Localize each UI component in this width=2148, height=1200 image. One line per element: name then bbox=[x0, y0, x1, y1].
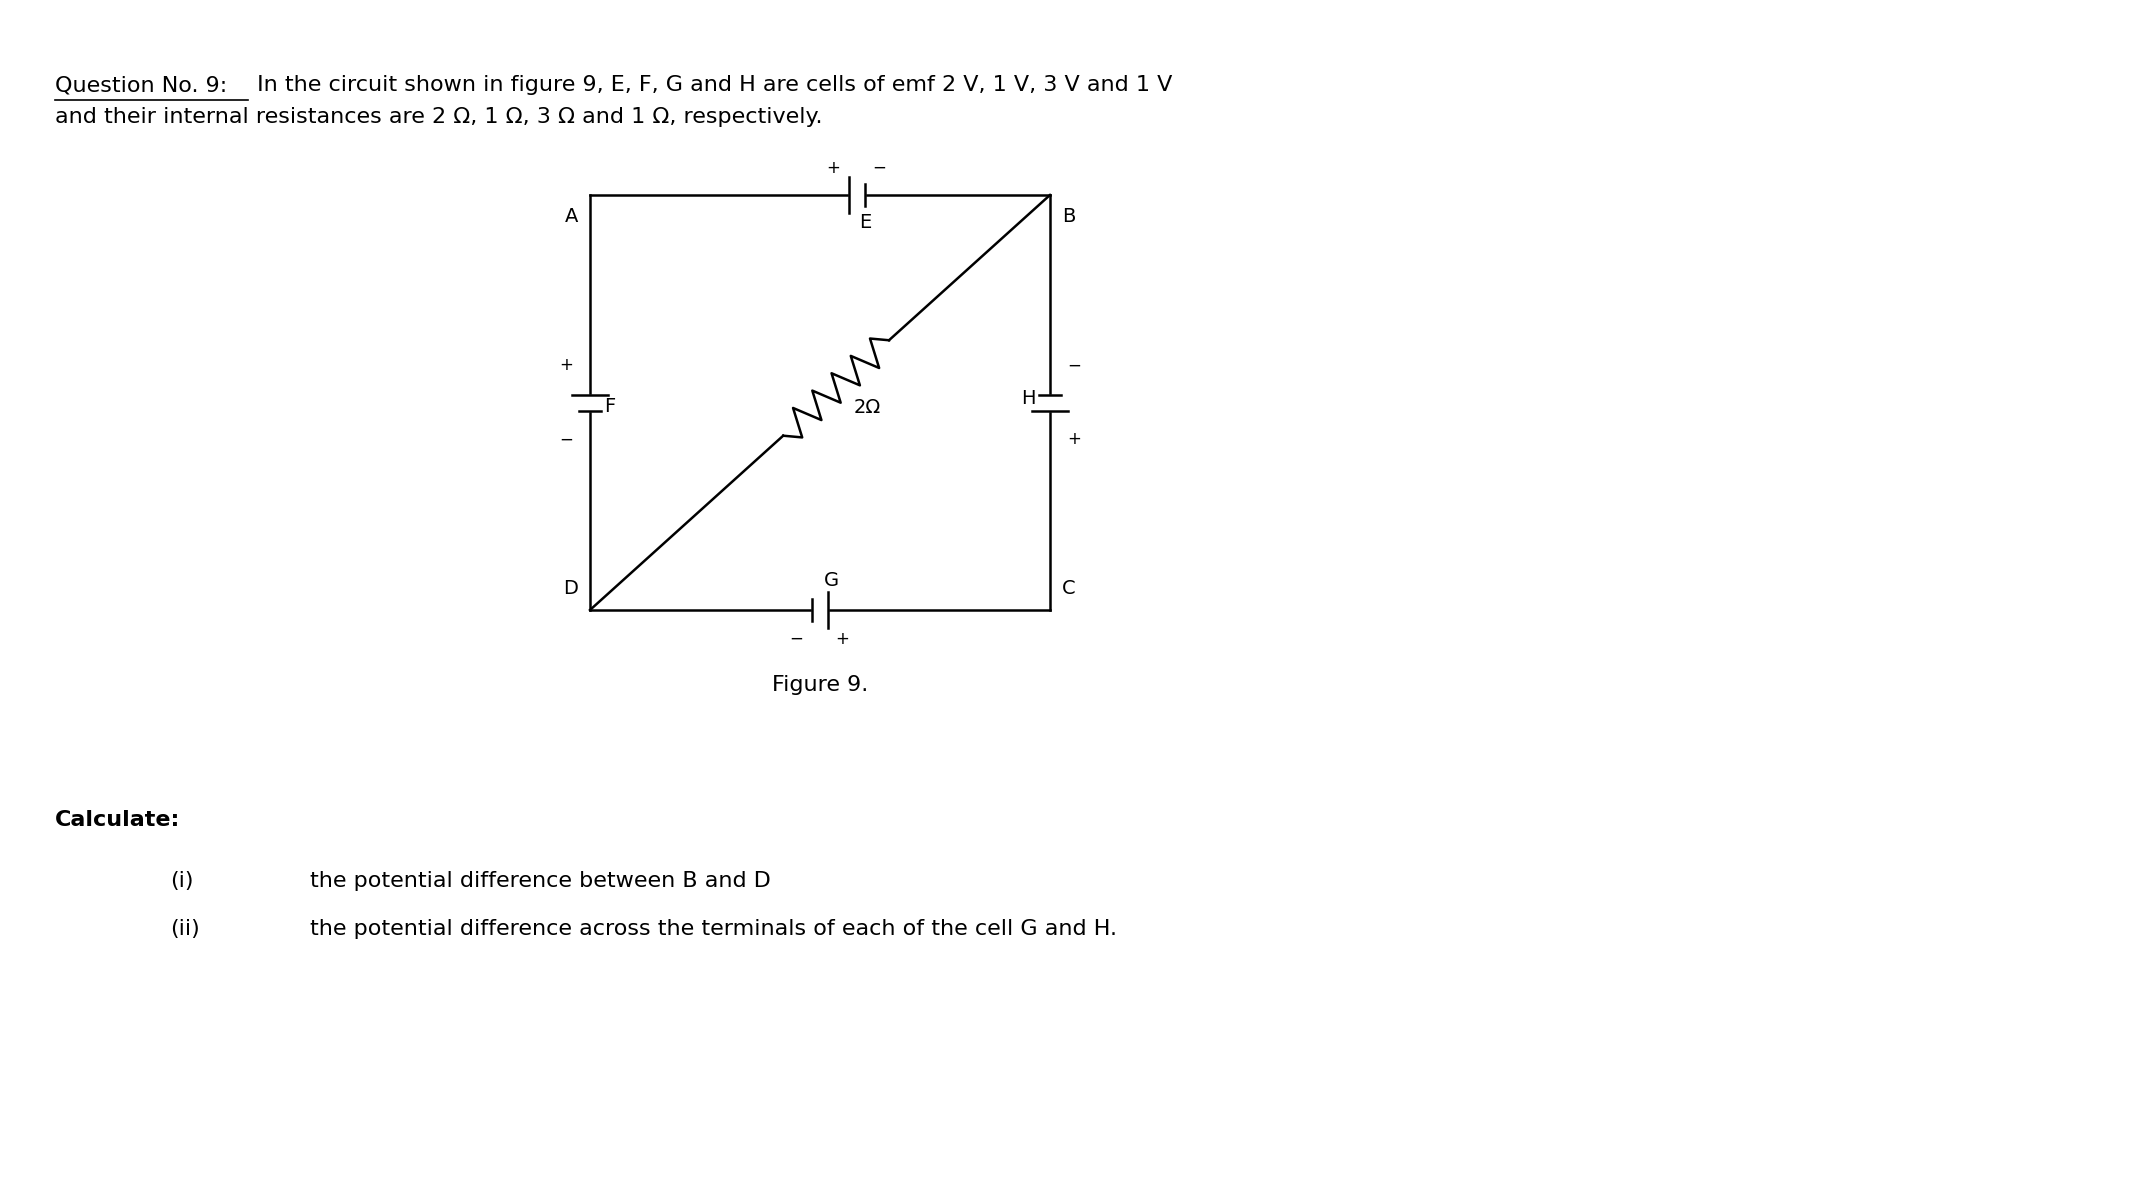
Text: +: + bbox=[558, 356, 574, 374]
Text: and their internal resistances are 2 Ω, 1 Ω, 3 Ω and 1 Ω, respectively.: and their internal resistances are 2 Ω, … bbox=[56, 107, 823, 127]
Text: Figure 9.: Figure 9. bbox=[771, 674, 868, 695]
Text: (i): (i) bbox=[170, 871, 193, 890]
Text: G: G bbox=[825, 571, 840, 590]
Text: the potential difference across the terminals of each of the cell G and H.: the potential difference across the term… bbox=[309, 919, 1117, 938]
Text: C: C bbox=[1061, 578, 1076, 598]
Text: B: B bbox=[1061, 206, 1076, 226]
Text: −: − bbox=[788, 630, 803, 648]
Text: H: H bbox=[1022, 389, 1035, 408]
Text: −: − bbox=[558, 431, 574, 449]
Text: D: D bbox=[563, 578, 578, 598]
Text: F: F bbox=[604, 397, 614, 416]
Text: +: + bbox=[836, 630, 848, 648]
Text: Question No. 9:: Question No. 9: bbox=[56, 74, 228, 95]
Text: In the circuit shown in figure 9, E, F, G and H are cells of emf 2 V, 1 V, 3 V a: In the circuit shown in figure 9, E, F, … bbox=[249, 74, 1173, 95]
Text: 2Ω: 2Ω bbox=[855, 398, 881, 416]
Text: −: − bbox=[1068, 356, 1080, 374]
Text: the potential difference between B and D: the potential difference between B and D bbox=[309, 871, 771, 890]
Text: A: A bbox=[565, 206, 578, 226]
Text: +: + bbox=[1068, 431, 1080, 449]
Text: E: E bbox=[859, 214, 872, 232]
Text: +: + bbox=[825, 158, 840, 176]
Text: −: − bbox=[872, 158, 885, 176]
Text: Calculate:: Calculate: bbox=[56, 810, 180, 830]
Text: (ii): (ii) bbox=[170, 919, 200, 938]
